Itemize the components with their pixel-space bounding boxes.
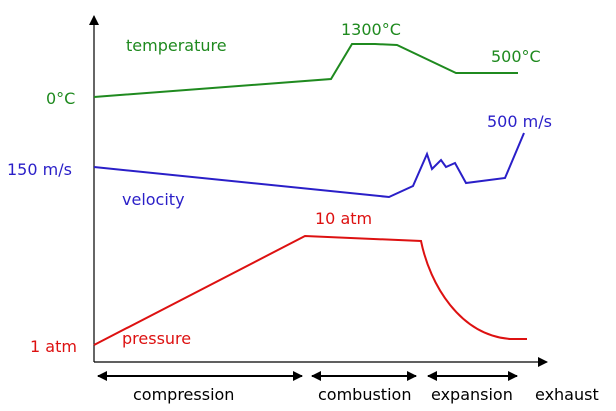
pressure-curve bbox=[93, 234, 527, 346]
temperature-start-label: 0°C bbox=[46, 89, 75, 108]
pressure-label: pressure bbox=[122, 329, 191, 348]
temperature-curve bbox=[93, 43, 518, 98]
temperature-end-label: 500°C bbox=[491, 47, 541, 66]
phase-label-compression: compression bbox=[133, 385, 234, 404]
phase-label-combustion: combustion bbox=[318, 385, 411, 404]
pressure-start-label: 1 atm bbox=[30, 337, 77, 356]
phase-label-exhaust: exhaust bbox=[535, 385, 599, 404]
temperature-label: temperature bbox=[126, 36, 227, 55]
pressure-peak-label: 10 atm bbox=[315, 209, 372, 228]
phase-label-expansion: expansion bbox=[431, 385, 513, 404]
velocity-end-label: 500 m/s bbox=[487, 112, 552, 131]
temperature-peak-label: 1300°C bbox=[341, 20, 401, 39]
velocity-label: velocity bbox=[122, 190, 185, 209]
velocity-start-label: 150 m/s bbox=[7, 160, 72, 179]
velocity-curve bbox=[93, 132, 525, 199]
